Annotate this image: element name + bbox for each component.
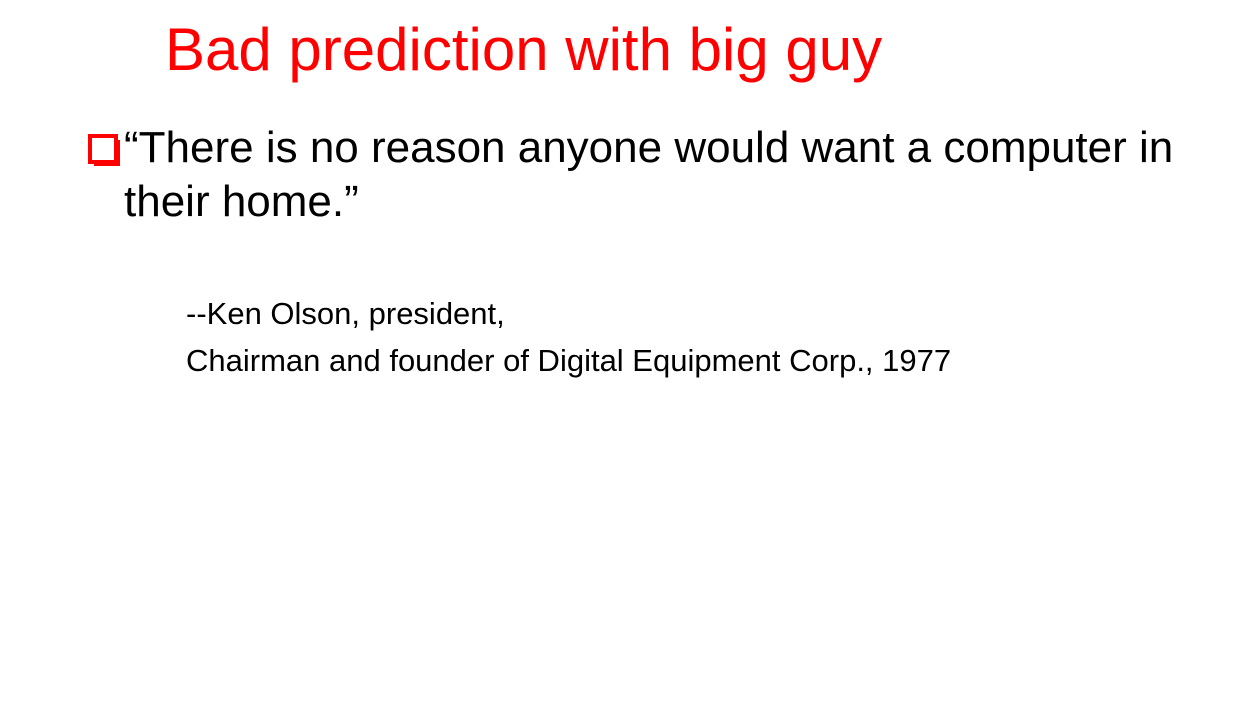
hollow-square-bullet-icon <box>88 134 122 168</box>
slide-title: Bad prediction with big guy <box>165 16 883 83</box>
attribution: --Ken Olson, president, Chairman and fou… <box>186 290 951 384</box>
quote-text: “There is no reason anyone would want a … <box>124 123 1174 226</box>
bullet-item: “There is no reason anyone would want a … <box>88 121 1198 229</box>
attribution-line-1: --Ken Olson, president, <box>186 296 505 331</box>
attribution-line-2: Chairman and founder of Digital Equipmen… <box>186 343 952 378</box>
